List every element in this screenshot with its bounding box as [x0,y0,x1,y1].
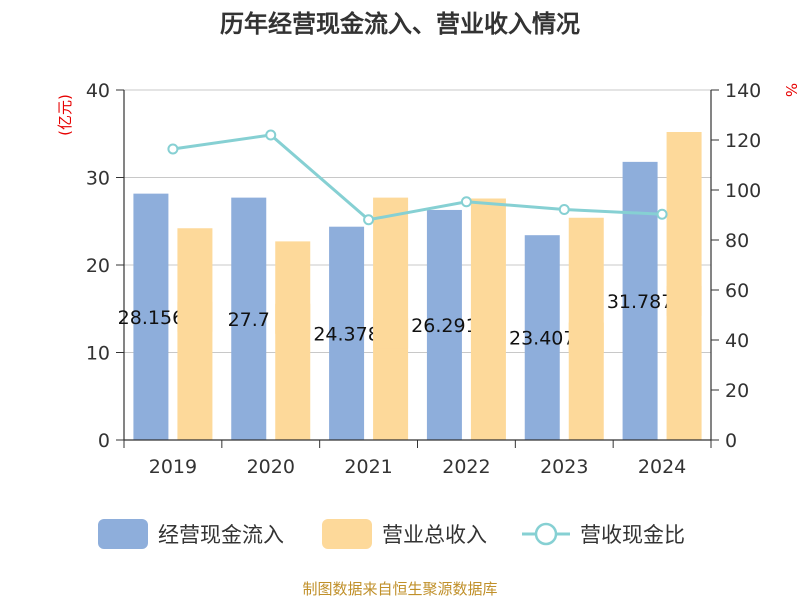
bar-value-label: 26.291 [411,315,477,337]
ratio-point [656,208,668,220]
ratio-point [460,196,472,208]
grid-layer [124,89,711,353]
legend-item-revenue[interactable]: 营业总收入 [322,516,487,552]
ratio-point [558,204,570,215]
bar-cash-inflow [622,161,658,440]
legend-label-revenue: 营业总收入 [382,523,487,547]
right-tick-label: 40 [725,330,749,352]
legend: 经营现金流入 营业总收入 营收现金比 [0,516,800,556]
legend-swatch-cash-inflow [98,519,148,549]
legend-swatch-revenue [322,519,372,549]
right-tick-label: 60 [725,280,749,302]
label-layer: 28.156 27.7 24.378 26.291 23.407 31.787 [118,285,702,353]
right-unit-label: % [782,83,800,97]
bar-cash-inflow [524,235,560,440]
left-tick-label: 30 [86,168,110,190]
left-tick-label: 10 [86,343,110,365]
x-tick-label: 2020 [247,456,295,478]
label-overlap-cover [568,322,604,353]
bar-value-label: 28.156 [118,307,184,329]
ratio-point [265,129,277,141]
left-tick-label: 40 [86,80,110,102]
axis-layer: 0 10 20 30 40 0 20 40 60 80 100 120 140 2019 2020 2021 2… [56,80,800,478]
bar-value-label: 24.378 [313,323,379,345]
left-tick-label: 0 [98,430,110,452]
ratio-point [363,214,375,226]
legend-item-ratio[interactable]: 营收现金比 [522,516,685,552]
bar-revenue [275,241,311,440]
legend-swatch-ratio [522,522,570,546]
source-note: 制图数据来自恒生聚源数据库 [302,580,498,598]
bar-value-label: 27.7 [228,309,270,331]
legend-item-cash-inflow[interactable]: 经营现金流入 [98,516,284,552]
bar-value-label: 31.787 [607,291,673,313]
right-tick-label: 20 [725,380,749,402]
legend-label-cash-inflow: 经营现金流入 [158,523,284,547]
label-overlap-cover [275,303,311,334]
x-tick-label: 2019 [149,456,197,478]
line-layer [167,129,668,226]
bar-value-label: 23.407 [509,328,575,350]
legend-label-ratio: 营收现金比 [580,523,685,547]
x-tick-label: 2021 [344,456,392,478]
label-overlap-cover [373,318,409,349]
x-tick-label: 2023 [540,456,588,478]
bar-cash-inflow [133,193,169,440]
bar-cash-inflow [426,209,462,440]
ratio-point [167,143,179,155]
bar-cash-inflow [329,226,365,440]
right-tick-label: 140 [725,80,761,102]
left-tick-label: 20 [86,255,110,277]
right-tick-label: 80 [725,230,749,252]
bar-layer [133,132,702,440]
chart-title: 历年经营现金流入、营业收入情况 [220,10,580,38]
bar-cash-inflow [231,197,267,440]
x-tick-label: 2022 [442,456,490,478]
x-tick-label: 2024 [638,456,686,478]
left-unit-label: (亿元) [56,94,74,136]
right-tick-label: 100 [725,180,761,202]
label-overlap-cover [470,309,506,340]
label-overlap-cover [177,301,213,332]
label-overlap-cover [666,285,702,316]
right-tick-label: 0 [725,430,737,452]
bar-revenue [177,228,213,440]
right-tick-label: 120 [725,130,761,152]
ratio-line [172,133,663,222]
